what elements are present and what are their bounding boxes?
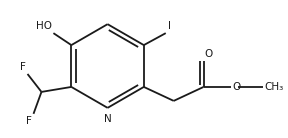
Text: O: O (232, 82, 241, 92)
Text: F: F (26, 116, 31, 126)
Text: F: F (20, 62, 26, 72)
Text: HO: HO (36, 21, 52, 31)
Text: N: N (104, 114, 111, 124)
Text: O: O (204, 49, 213, 59)
Text: I: I (168, 21, 171, 31)
Text: CH₃: CH₃ (264, 82, 284, 92)
